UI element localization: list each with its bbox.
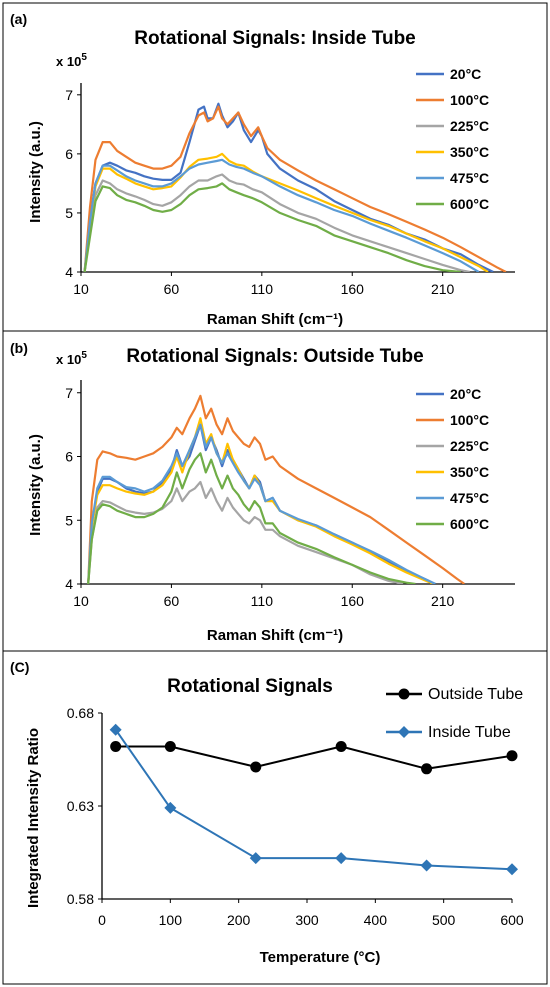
panel-a-y-tick-label: 7	[65, 87, 73, 103]
panel-c-x-tick-label: 500	[432, 912, 456, 928]
panel-b-series-line	[87, 423, 436, 584]
panel-c-x-tick-label: 300	[295, 912, 319, 928]
panel-a-series-line	[83, 182, 461, 272]
panel-a-y-tick-label: 6	[65, 146, 73, 162]
panel-c-legend-label: Outside Tube	[428, 686, 523, 703]
panel-b-label: (b)	[10, 340, 28, 356]
panel-b-legend-label: 100°C	[450, 412, 489, 428]
panel-a-x-tick-label: 10	[73, 281, 89, 297]
panel-b-series-line	[87, 452, 416, 584]
panel-c-legend-label: Inside Tube	[428, 724, 511, 741]
panel-b-y-axis-title: Intensity (a.u.)	[27, 434, 44, 536]
panel-a-y-tick-label: 5	[65, 205, 73, 221]
panel-b-title: Rotational Signals: Outside Tube	[126, 346, 423, 367]
panel-b-x-tick-label: 160	[341, 593, 365, 609]
panel-a-x-tick-label: 60	[164, 281, 180, 297]
panel-a-title: Rotational Signals: Inside Tube	[134, 28, 416, 49]
panel-c-data-point	[110, 740, 122, 752]
panel-a-series-line	[83, 152, 489, 272]
panel-c-data-point	[506, 863, 518, 876]
panel-c-data-point	[249, 852, 262, 865]
panel-a-y-tick-label: 4	[65, 264, 73, 280]
panel-a-label: (a)	[10, 11, 27, 27]
panel-a-x-tick-label: 110	[251, 281, 274, 297]
panel-b: (b) Rotational Signals: Outside Tube x 1…	[2, 330, 548, 652]
panel-a-legend-label: 100°C	[450, 92, 489, 108]
panel-c-data-point	[164, 801, 177, 814]
panel-b-y-tick-label: 4	[65, 576, 73, 592]
panel-b-y-tick-label: 5	[65, 512, 73, 528]
panel-c-x-tick-label: 200	[227, 912, 251, 928]
panel-b-y-tick-label: 6	[65, 449, 73, 465]
panel-b-legend-label: 20°C	[450, 386, 481, 402]
panel-a-legend-label: 350°C	[450, 144, 489, 160]
panel-a: (a) Rotational Signals: Inside Tube x 10…	[2, 2, 548, 332]
panel-b-x-tick-label: 10	[73, 593, 89, 609]
panel-a-x-tick-label: 210	[431, 281, 455, 297]
panel-a-legend-label: 20°C	[450, 66, 481, 82]
panel-b-multiplier: x 105	[56, 350, 87, 367]
panel-c-data-point	[164, 740, 176, 752]
panel-a-legend-label: 225°C	[450, 118, 489, 134]
panel-a-series-line	[83, 102, 494, 272]
panel-b-legend-label: 225°C	[450, 438, 489, 454]
panel-c-series-line	[115, 745, 512, 770]
panel-b-x-tick-label: 60	[164, 593, 180, 609]
panel-c-y-tick-label: 0.58	[67, 891, 94, 907]
panel-a-multiplier: x 105	[56, 52, 87, 69]
panel-c-x-axis-title: Temperature (°C)	[260, 949, 381, 966]
panel-c-y-tick-label: 0.63	[67, 798, 94, 814]
panel-a-legend-label: 600°C	[450, 196, 489, 212]
panel-c-title: Rotational Signals	[167, 676, 333, 697]
panel-a-series-line	[83, 158, 480, 272]
panel-b-series-line	[87, 480, 404, 584]
panel-b-x-tick-label: 110	[251, 593, 274, 609]
panel-a-legend-label: 475°C	[450, 170, 489, 186]
panel-a-x-axis-title: Raman Shift (cm⁻¹)	[207, 311, 343, 328]
panel-a-x-tick-label: 160	[341, 281, 365, 297]
panel-c: (C) Rotational Signals Temperature (°C) …	[2, 650, 548, 985]
panel-c-x-tick-label: 600	[500, 912, 524, 928]
panel-c-border	[2, 650, 548, 985]
panel-b-series-line	[87, 394, 466, 584]
panel-c-data-point	[109, 723, 122, 736]
panel-c-series-line	[114, 729, 512, 871]
panel-a-y-axis-title: Intensity (a.u.)	[27, 121, 44, 223]
panel-c-y-axis-title: Integrated Intensity Ratio	[25, 728, 42, 908]
panel-b-legend-label: 350°C	[450, 464, 489, 480]
panel-c-y-tick-label: 0.68	[67, 705, 94, 721]
panel-c-x-tick-label: 0	[98, 912, 106, 928]
panel-c-label: (C)	[10, 659, 29, 675]
panel-c-data-point	[335, 740, 347, 752]
panel-b-legend-label: 475°C	[450, 490, 489, 506]
panel-b-x-tick-label: 210	[431, 593, 455, 609]
panel-a-series-line	[83, 105, 507, 272]
panel-c-data-point	[506, 750, 518, 762]
panel-c-data-point	[421, 763, 433, 775]
panel-c-data-point	[420, 859, 433, 872]
panel-c-data-point	[335, 852, 348, 865]
panel-c-data-point	[250, 761, 262, 773]
panel-c-x-tick-label: 400	[364, 912, 388, 928]
panel-c-legend-marker	[398, 688, 410, 700]
panel-b-x-axis-title: Raman Shift (cm⁻¹)	[207, 627, 343, 644]
panel-b-legend-label: 600°C	[450, 516, 489, 532]
panel-c-x-tick-label: 100	[159, 912, 183, 928]
panel-c-legend-marker	[398, 726, 410, 738]
panel-a-series-line	[83, 173, 471, 272]
panel-b-y-tick-label: 7	[65, 385, 73, 401]
